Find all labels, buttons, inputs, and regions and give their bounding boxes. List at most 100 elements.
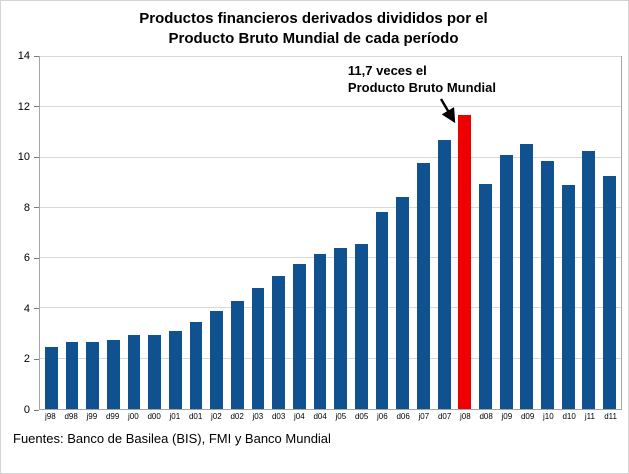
bars <box>40 57 621 409</box>
bar-slot <box>434 57 455 409</box>
gridline <box>40 106 621 108</box>
bar-slot <box>206 57 227 409</box>
bar-d06 <box>396 196 410 409</box>
bar-j06 <box>375 211 389 409</box>
gridline <box>40 206 621 208</box>
x-tick-label: d09 <box>520 412 535 421</box>
gridline <box>40 307 621 309</box>
x-tick-label: d01 <box>188 412 203 421</box>
gridline <box>40 56 621 57</box>
bar-slot <box>454 57 475 409</box>
bar-slot <box>475 57 496 409</box>
y-tick-label: 10 <box>17 151 30 164</box>
bar-slot <box>496 57 517 409</box>
bar-slot <box>351 57 372 409</box>
chart-title-line1: Productos financieros derivados dividido… <box>139 10 488 27</box>
chart-title: Productos financieros derivados dividido… <box>5 9 622 48</box>
annotation-arrow-icon <box>440 98 456 124</box>
x-tick-label: j06 <box>377 412 388 421</box>
y-tick-mark <box>34 409 39 411</box>
bar-j09 <box>499 155 513 409</box>
x-tick-label: d00 <box>147 412 161 421</box>
bar-j03 <box>251 288 265 409</box>
x-tick-label: d10 <box>562 412 576 421</box>
x-tick-label: d02 <box>230 412 244 421</box>
y-tick-mark <box>34 308 39 310</box>
bar-j04 <box>292 264 306 409</box>
bar-slot <box>289 57 310 409</box>
x-tick-label: d03 <box>271 412 286 421</box>
y-tick-label: 8 <box>23 201 30 214</box>
y-tick-label: 2 <box>23 353 30 366</box>
annotation-line2: Producto Bruto Mundial <box>347 79 496 95</box>
x-tick-label: d08 <box>479 412 493 421</box>
bar-j05 <box>334 248 348 409</box>
bar-d03 <box>272 275 286 409</box>
bar-d11 <box>603 176 616 409</box>
bar-j99 <box>86 342 100 409</box>
y-tick-mark <box>34 106 39 108</box>
bar-j07 <box>417 162 430 409</box>
bar-d07 <box>437 139 451 409</box>
bar-j11 <box>582 151 596 409</box>
x-tick-label: d05 <box>354 412 369 421</box>
y-tick-label: 0 <box>23 404 30 416</box>
annotation: 11,7 veces el Producto Bruto Mundial <box>348 63 496 97</box>
x-tick-label: d07 <box>437 412 452 421</box>
y-tick-label: 6 <box>23 252 30 265</box>
gridline <box>40 357 621 359</box>
bar-d01 <box>189 322 203 409</box>
x-tick-label: j07 <box>418 412 430 421</box>
x-tick-label: j98 <box>45 412 56 421</box>
x-tick-label: d11 <box>604 412 617 421</box>
y-tick-label: 12 <box>17 100 30 113</box>
bar-j02 <box>210 310 224 409</box>
bar-j10 <box>541 161 554 409</box>
x-tick-label: d99 <box>105 412 120 421</box>
chart-title-line2: Producto Bruto Mundial de cada período <box>168 29 459 47</box>
y-tick-label: 4 <box>23 302 30 315</box>
chart-area: 0 2 4 6 8 10 12 14 11,7 veces el Producto Bruto… <box>5 50 622 416</box>
x-tick-label: d98 <box>64 412 78 421</box>
bar-d99 <box>106 339 120 409</box>
bar-slot <box>227 57 248 409</box>
bar-slot <box>599 57 620 409</box>
bar-slot <box>41 57 62 409</box>
bar-slot <box>103 57 124 409</box>
bar-slot <box>372 57 393 409</box>
bar-j08 <box>458 114 472 409</box>
bar-j00 <box>127 334 141 409</box>
source-note: Fuentes: Banco de Basilea (BIS), FMI y B… <box>13 431 331 446</box>
bar-slot <box>413 57 434 409</box>
x-tick-label: d04 <box>313 412 327 421</box>
bar-slot <box>537 57 558 409</box>
bar-d05 <box>355 244 368 409</box>
y-tick-mark <box>34 358 39 360</box>
y-tick-mark <box>34 156 39 158</box>
x-tick-label: j03 <box>252 412 264 421</box>
gridline <box>40 257 621 259</box>
bar-slot <box>165 57 186 409</box>
x-tick-label: j10 <box>543 412 554 421</box>
y-tick-mark <box>34 55 39 57</box>
bar-slot <box>82 57 103 409</box>
x-tick-label: j09 <box>501 412 513 421</box>
bar-d98 <box>65 342 79 409</box>
bar-slot <box>62 57 83 409</box>
x-tick-label: j05 <box>335 412 347 421</box>
bar-slot <box>578 57 599 409</box>
x-tick-label: j01 <box>169 412 181 421</box>
bar-slot <box>124 57 145 409</box>
bar-slot <box>310 57 331 409</box>
bar-slot <box>330 57 351 409</box>
x-tick-label: j11 <box>584 412 595 421</box>
bar-d02 <box>230 300 244 409</box>
bar-slot <box>144 57 165 409</box>
bar-d08 <box>479 183 492 409</box>
x-tick-label: d06 <box>396 412 410 421</box>
bar-slot <box>392 57 413 409</box>
plot-area: 11,7 veces el Producto Bruto Mundial <box>39 56 622 410</box>
annotation-line1: 11,7 veces el <box>347 63 427 78</box>
bar-d00 <box>148 334 162 409</box>
